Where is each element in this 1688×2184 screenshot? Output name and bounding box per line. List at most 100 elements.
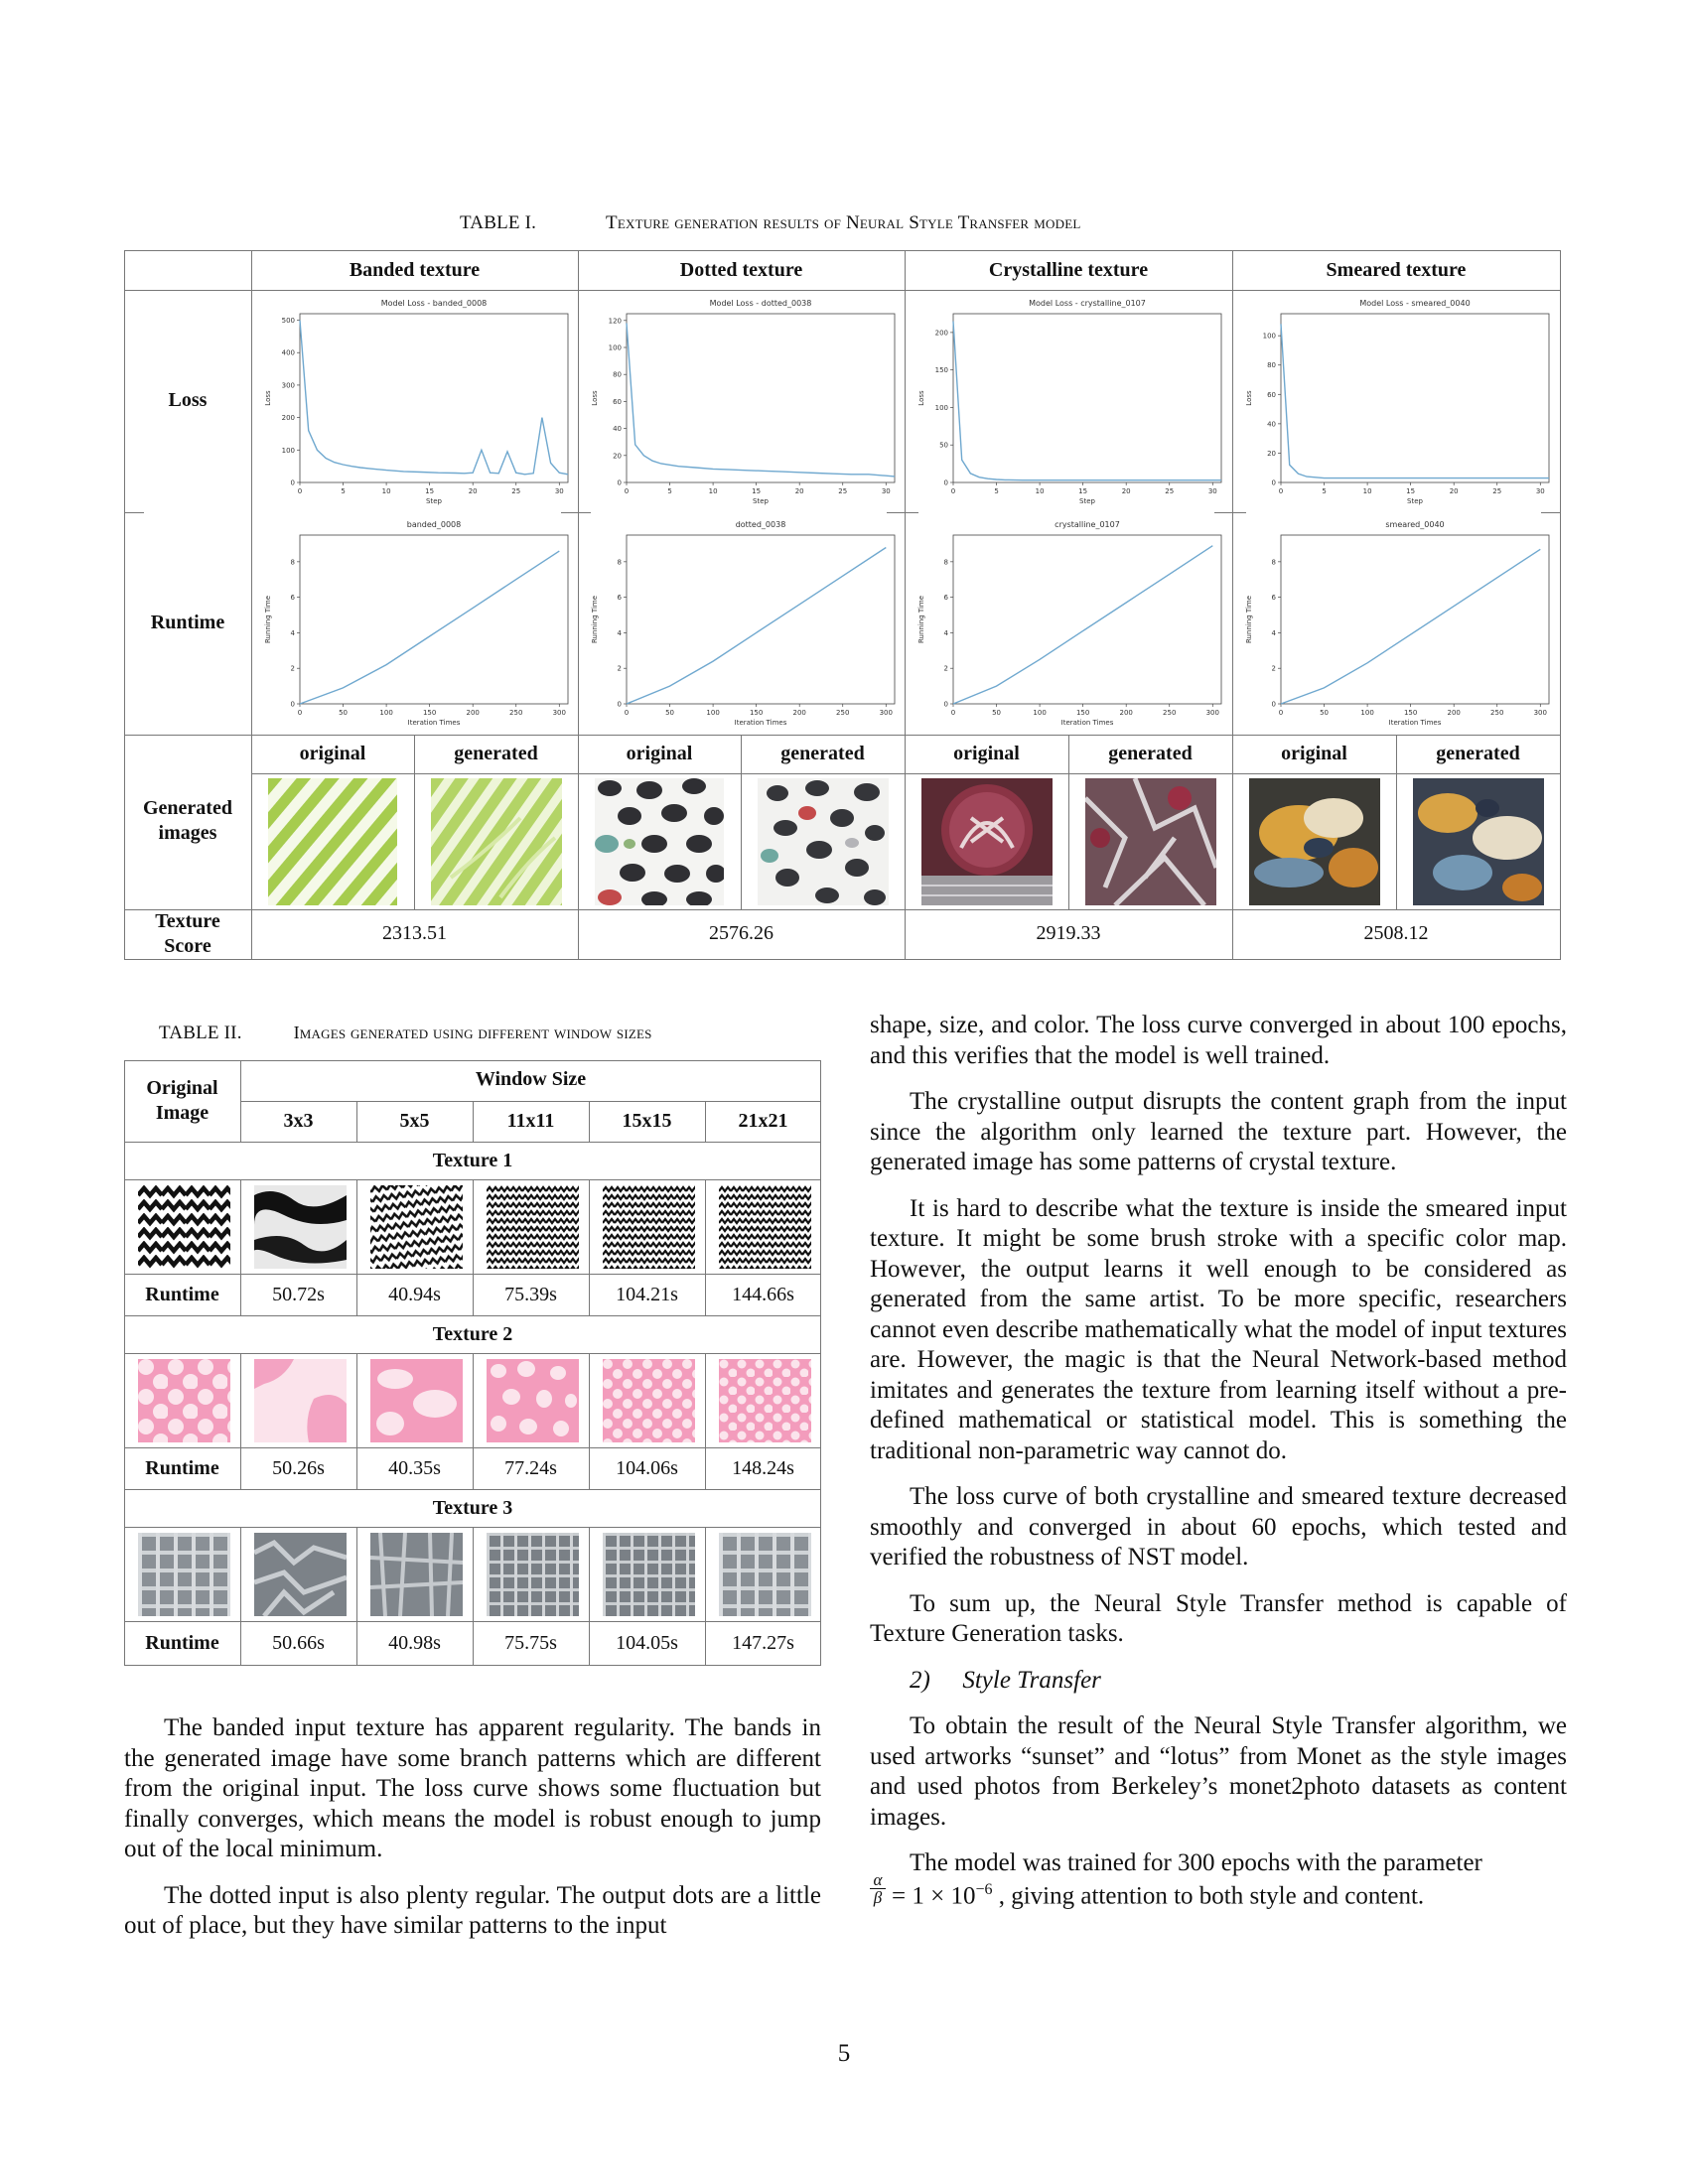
texture1-title: Texture 1 bbox=[432, 1150, 513, 1171]
paragraph: To obtain the result of the Neural Style… bbox=[870, 1712, 1567, 1831]
runtime-plot-banded: banded_0008 0 2 4 6 8 0 50 100 150 200 250 300 Iterat… bbox=[258, 515, 576, 732]
page-number: 5 bbox=[837, 2040, 851, 2067]
x-tick-label: 5 bbox=[994, 487, 998, 495]
table1-caption: TABLE I. Texture generation results of N… bbox=[460, 212, 1353, 234]
paragraph: shape, size, and color. The loss curve c… bbox=[870, 1012, 1567, 1069]
y-tick-label: 20 bbox=[613, 452, 622, 460]
y-tick-label: 400 bbox=[282, 349, 295, 357]
x-tick-label: 150 bbox=[423, 709, 436, 717]
x-tick-label: 10 bbox=[382, 487, 391, 495]
plot-frame bbox=[626, 313, 896, 483]
y-tick-label: 300 bbox=[282, 381, 295, 389]
score-dotted: 2576.26 bbox=[709, 922, 774, 944]
y-axis-label: Running Time bbox=[591, 596, 599, 643]
loss-plot-dotted: Model Loss - dotted_0038 0 20 40 60 80 100 120 0… bbox=[585, 294, 903, 510]
window-size-header: Window Size bbox=[475, 1068, 587, 1090]
y-tick-label: 20 bbox=[1267, 450, 1276, 458]
x-tick-label: 10 bbox=[709, 487, 718, 495]
plot-frame bbox=[626, 534, 896, 705]
dotted-original-image bbox=[595, 778, 724, 905]
plot-title: Model Loss - crystalline_0107 bbox=[1029, 299, 1146, 308]
loss-plot-crystalline: Model Loss - crystalline_0107 0 50 100 150 20… bbox=[912, 294, 1229, 510]
x-tick-label: 25 bbox=[1492, 487, 1501, 495]
smeared-original-image bbox=[1249, 778, 1380, 905]
y-tick-label: 80 bbox=[1267, 361, 1276, 369]
plot-title: Model Loss - banded_0008 bbox=[381, 299, 488, 308]
y-tick-label: 100 bbox=[935, 404, 948, 412]
texture1-3x3 bbox=[254, 1185, 347, 1269]
t1-runtime-11x11: 75.39s bbox=[504, 1284, 557, 1305]
size-11x11: 11x11 bbox=[506, 1110, 555, 1132]
score-smeared: 2508.12 bbox=[1363, 922, 1429, 944]
y-tick-label: 4 bbox=[291, 629, 296, 637]
x-tick-label: 300 bbox=[1534, 709, 1547, 717]
x-tick-label: 200 bbox=[467, 709, 480, 717]
y-tick-label: 0 bbox=[291, 701, 295, 709]
texture2-5x5 bbox=[370, 1359, 463, 1442]
texture1-11x11 bbox=[487, 1185, 579, 1269]
y-tick-label: 2 bbox=[1272, 665, 1276, 673]
table2-title: Images generated using different window … bbox=[293, 1023, 652, 1042]
alpha: α bbox=[870, 1871, 886, 1889]
sub-generated: generated bbox=[454, 743, 538, 764]
texture2-11x11 bbox=[487, 1359, 579, 1442]
table1: Banded texture Dotted texture Crystallin… bbox=[124, 250, 1561, 960]
paragraph: To sum up, the Neural Style Transfer met… bbox=[870, 1589, 1567, 1648]
runtime-plot-smeared: smeared_0040 0 2 4 6 8 0 50 100 150 200 250 300 Itera… bbox=[1239, 515, 1557, 732]
series-line bbox=[1280, 548, 1541, 705]
x-tick-label: 20 bbox=[795, 487, 804, 495]
y-axis-label: Running Time bbox=[917, 596, 925, 643]
smeared-generated-image bbox=[1413, 778, 1544, 905]
y-tick-label: 0 bbox=[1272, 701, 1276, 709]
y-tick-label: 2 bbox=[944, 665, 948, 673]
plot-frame bbox=[1280, 534, 1550, 705]
size-21x21: 21x21 bbox=[738, 1110, 788, 1132]
y-tick-label: 4 bbox=[618, 629, 623, 637]
y-tick-label: 0 bbox=[291, 479, 295, 487]
y-tick-label: 6 bbox=[291, 594, 296, 602]
y-axis-label: Running Time bbox=[1245, 596, 1253, 643]
y-tick-label: 8 bbox=[1272, 558, 1276, 566]
sub-generated: generated bbox=[780, 743, 865, 764]
x-axis-label: Iteration Times bbox=[408, 719, 461, 727]
x-tick-label: 150 bbox=[1404, 709, 1417, 717]
y-axis-label: Loss bbox=[1245, 390, 1253, 406]
y-tick-label: 200 bbox=[282, 414, 295, 422]
y-tick-label: 80 bbox=[613, 371, 622, 379]
sub-generated: generated bbox=[1436, 743, 1520, 764]
row-header-score: Texture Score bbox=[155, 910, 220, 957]
paragraph: The dotted input is also plenty regular.… bbox=[124, 1881, 821, 1940]
y-tick-label: 0 bbox=[618, 701, 622, 709]
sub-original: original bbox=[299, 743, 366, 764]
series-line bbox=[1280, 324, 1549, 479]
y-tick-label: 0 bbox=[944, 701, 948, 709]
paragraph: The banded input texture has apparent re… bbox=[124, 1714, 821, 1862]
last-para-after: , giving attention to both style and con… bbox=[998, 1881, 1425, 1909]
plot-frame bbox=[299, 534, 569, 705]
table2-label: TABLE II. bbox=[159, 1023, 242, 1043]
x-tick-label: 0 bbox=[625, 709, 629, 717]
formula-body: = 1 × 10 bbox=[892, 1881, 976, 1909]
score-banded: 2313.51 bbox=[382, 922, 447, 944]
plot-title: smeared_0040 bbox=[1385, 520, 1444, 529]
sub-original: original bbox=[953, 743, 1020, 764]
series-line bbox=[299, 320, 569, 476]
paragraph: The crystalline output disrupts the cont… bbox=[870, 1088, 1567, 1175]
right-column: shape, size, and color. The loss curve c… bbox=[870, 1011, 1567, 1909]
formula-line: α β = 1 × 10−6 , giving attention to bot… bbox=[870, 1871, 1567, 1909]
texture2-15x15 bbox=[603, 1359, 695, 1442]
y-tick-label: 40 bbox=[1267, 420, 1276, 428]
x-tick-label: 250 bbox=[509, 709, 522, 717]
x-axis-label: Iteration Times bbox=[735, 719, 787, 727]
runtime-label: Runtime bbox=[145, 1457, 219, 1479]
y-tick-label: 100 bbox=[282, 447, 295, 455]
x-tick-label: 5 bbox=[667, 487, 671, 495]
table2-caption: TABLE II. Images generated using differe… bbox=[159, 1023, 854, 1044]
left-column: The banded input texture has apparent re… bbox=[124, 1713, 821, 1958]
original-image-header: Original Image bbox=[146, 1077, 218, 1124]
runtime-label: Runtime bbox=[145, 1632, 219, 1654]
x-tick-label: 0 bbox=[625, 487, 629, 495]
x-axis-label: Step bbox=[426, 497, 442, 505]
texture1-5x5 bbox=[370, 1185, 463, 1269]
last-para-before: The model was trained for 300 epochs wit… bbox=[910, 1849, 1482, 1876]
